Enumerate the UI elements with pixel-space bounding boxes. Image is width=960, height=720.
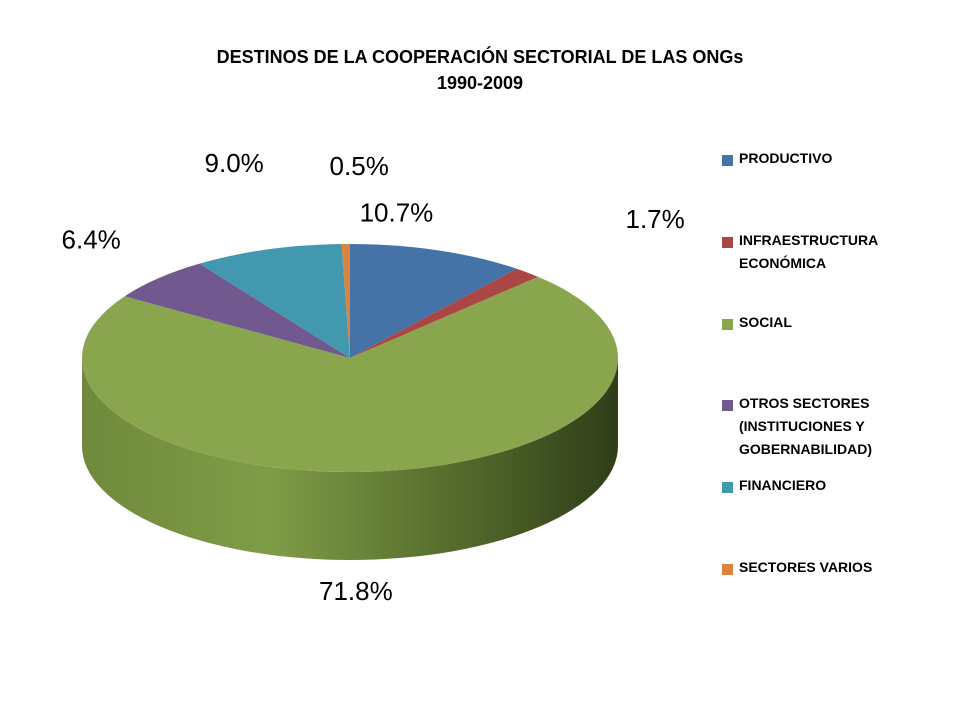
legend-item-productivo: PRODUCTIVO — [722, 150, 952, 170]
pie-side-wall-social — [82, 358, 618, 560]
legend-item-financiero: FINANCIERO — [722, 477, 952, 497]
legend-swatch-infraestructura — [722, 237, 733, 248]
legend-item-social: SOCIAL — [722, 314, 952, 334]
data-label-productivo: 10.7% — [360, 197, 434, 227]
pie-slice-otros-sectores-instituciones-y-gobernabilidad — [124, 263, 350, 358]
legend-item-infraestructura: INFRAESTRUCTURA ECONÓMICA — [722, 232, 952, 275]
chart-subtitle: 1990-2009 — [436, 73, 524, 93]
legend-swatch-productivo — [722, 155, 733, 166]
legend-swatch-sectores-varios — [722, 564, 733, 575]
pie-slice-productivo — [350, 244, 517, 358]
legend-label-otros-sectores: OTROS SECTORES (INSTITUCIONES Y GOBERNAB… — [739, 395, 872, 457]
legend-item-otros-sectores: OTROS SECTORES (INSTITUCIONES Y GOBERNAB… — [722, 395, 952, 461]
legend-label-infraestructura: INFRAESTRUCTURA ECONÓMICA — [739, 232, 879, 271]
legend-label-sectores-varios: SECTORES VARIOS — [739, 559, 873, 575]
legend: PRODUCTIVO INFRAESTRUCTURA ECONÓMICA SOC… — [722, 0, 952, 720]
legend-swatch-financiero — [722, 482, 733, 493]
pie-slice-financiero — [199, 244, 350, 358]
data-label-sectores-varios: 0.5% — [330, 151, 389, 181]
data-label-social: 71.8% — [319, 576, 393, 606]
chart-title-block: DESTINOS DE LA COOPERACIÓN SECTORIAL DE … — [0, 44, 960, 96]
legend-swatch-social — [722, 319, 733, 330]
chart-title: DESTINOS DE LA COOPERACIÓN SECTORIAL DE … — [216, 47, 744, 67]
pie-slice-sectores-varios — [341, 244, 350, 358]
data-label-infraestructura-economica: 1.7% — [625, 204, 684, 234]
legend-item-sectores-varios: SECTORES VARIOS — [722, 559, 952, 579]
data-label-financiero: 9.0% — [205, 148, 264, 178]
legend-label-financiero: FINANCIERO — [739, 477, 827, 493]
legend-swatch-otros-sectores — [722, 400, 733, 411]
pie-slice-infraestructura-economica — [350, 268, 539, 358]
data-label-otros-sectores-instituciones-y-gobernabilidad: 6.4% — [62, 224, 121, 254]
legend-label-productivo: PRODUCTIVO — [739, 150, 833, 166]
pie-chart: 10.7% 1.7% 71.8% 6.4% 9.0% 0.5% — [62, 148, 685, 606]
pie-slice-social — [81, 276, 619, 472]
legend-label-social: SOCIAL — [739, 314, 792, 330]
